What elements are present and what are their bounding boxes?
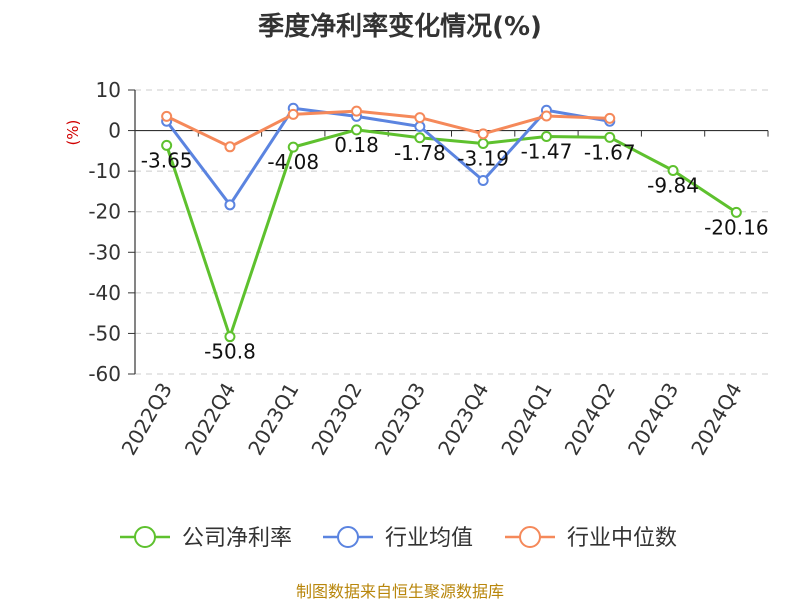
x-tick-label: 2024Q4 (686, 379, 746, 460)
data-point (414, 132, 426, 144)
data-label: -4.08 (267, 150, 319, 174)
data-point (414, 121, 426, 133)
chart-title: 季度净利率变化情况(%) (258, 12, 542, 42)
x-tick-label: 2022Q3 (117, 379, 177, 460)
series-line-2 (166, 109, 610, 149)
y-tick-label: -30 (88, 240, 121, 264)
series-line-0 (165, 128, 738, 339)
x-tick-label: 2023Q1 (243, 379, 303, 460)
data-label: -1.47 (521, 140, 573, 164)
data-point (540, 131, 552, 143)
y-tick-label: -60 (88, 362, 121, 386)
data-point (287, 141, 299, 153)
source-note: 制图数据来自恒生聚源数据库 (295, 582, 504, 601)
data-label: -9.84 (647, 173, 699, 197)
x-tick-label: 2023Q4 (433, 379, 493, 460)
x-tick-label: 2024Q2 (560, 379, 620, 460)
data-label: 0.18 (334, 133, 379, 157)
data-point (161, 139, 173, 151)
data-point (224, 199, 236, 211)
y-tick-label: 0 (108, 119, 121, 143)
data-point (667, 164, 679, 176)
x-tick-label: 2023Q2 (306, 379, 366, 460)
data-label: -50.8 (204, 340, 256, 364)
y-tick-label: -50 (88, 321, 121, 345)
data-point (604, 131, 616, 143)
data-point (287, 108, 299, 120)
y-tick-label: -40 (88, 281, 121, 305)
x-tick-label: 2022Q4 (180, 379, 240, 460)
data-label: -1.67 (584, 140, 636, 164)
data-point (161, 110, 173, 122)
data-point (477, 174, 489, 186)
data-point (540, 110, 552, 122)
data-point (604, 112, 616, 124)
legend-label: 行业中位数 (567, 526, 677, 551)
data-point (224, 331, 236, 343)
data-point (730, 206, 742, 218)
x-tick-label: 2023Q3 (370, 379, 430, 460)
data-point (414, 112, 426, 124)
data-label: -20.16 (704, 215, 768, 239)
data-point (351, 124, 363, 136)
y-axis-unit: (%) (64, 120, 82, 146)
data-label: -3.65 (141, 148, 193, 172)
data-point (477, 128, 489, 140)
y-tick-label: 10 (96, 78, 121, 102)
legend-swatch-marker (519, 526, 541, 548)
legend-label: 公司净利率 (182, 526, 292, 551)
legend-label: 行业均值 (385, 526, 473, 551)
data-point (351, 105, 363, 117)
data-label: -3.19 (457, 147, 509, 171)
series-line-1 (165, 106, 611, 207)
data-point (224, 141, 236, 153)
data-label: -1.78 (394, 141, 446, 165)
legend-swatch-marker (337, 526, 359, 548)
x-tick-label: 2024Q1 (496, 379, 556, 460)
x-tick-label: 2024Q3 (623, 379, 683, 460)
y-tick-label: -10 (88, 159, 121, 183)
legend-swatch-marker (134, 526, 156, 548)
y-tick-label: -20 (88, 200, 121, 224)
